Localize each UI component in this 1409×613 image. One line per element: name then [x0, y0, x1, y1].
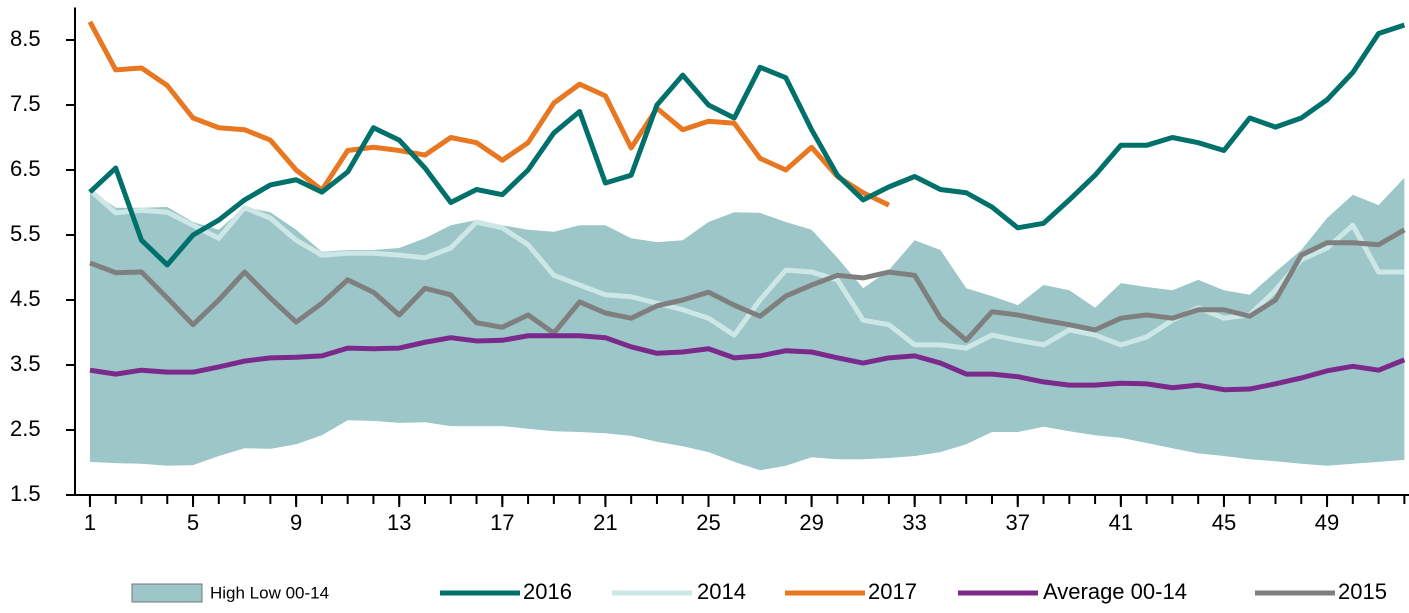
- y-tick-label: 5.5: [10, 221, 41, 246]
- y-tick-label: 1.5: [10, 481, 41, 506]
- y-tick-label: 2.5: [10, 416, 41, 441]
- legend-label: High Low 00-14: [210, 583, 329, 602]
- legend-label: 2015: [1338, 579, 1387, 604]
- x-tick-label: 25: [696, 510, 720, 535]
- series-line: [88, 22, 1406, 268]
- x-tick-label: 17: [490, 510, 514, 535]
- x-tick-label: 1: [84, 510, 96, 535]
- x-tick-label: 21: [593, 510, 617, 535]
- x-tick-label: 9: [290, 510, 302, 535]
- y-tick-label: 8.5: [10, 26, 41, 51]
- legend-label: 2016: [523, 579, 572, 604]
- series-line: [89, 227, 1406, 343]
- y-tick-label: 4.5: [10, 286, 41, 311]
- x-tick-label: 45: [1212, 510, 1236, 535]
- high-low-band: [89, 177, 1405, 471]
- x-tick-label: 33: [902, 510, 926, 535]
- legend-label: Average 00-14: [1043, 579, 1187, 604]
- y-tick-label: 7.5: [10, 91, 41, 116]
- y-tick-label: 3.5: [10, 351, 41, 376]
- x-tick-label: 37: [1006, 510, 1030, 535]
- x-tick-label: 41: [1109, 510, 1133, 535]
- series-line: [87, 20, 890, 208]
- legend-label: 2014: [697, 579, 746, 604]
- x-tick-label: 49: [1315, 510, 1339, 535]
- x-tick-label: 5: [187, 510, 199, 535]
- legend-label: 2017: [868, 579, 917, 604]
- series-line: [89, 333, 1406, 393]
- x-tick-label: 29: [799, 510, 823, 535]
- legend-swatch: [131, 583, 203, 603]
- x-tick-label: 13: [387, 510, 411, 535]
- y-tick-label: 6.5: [10, 156, 41, 181]
